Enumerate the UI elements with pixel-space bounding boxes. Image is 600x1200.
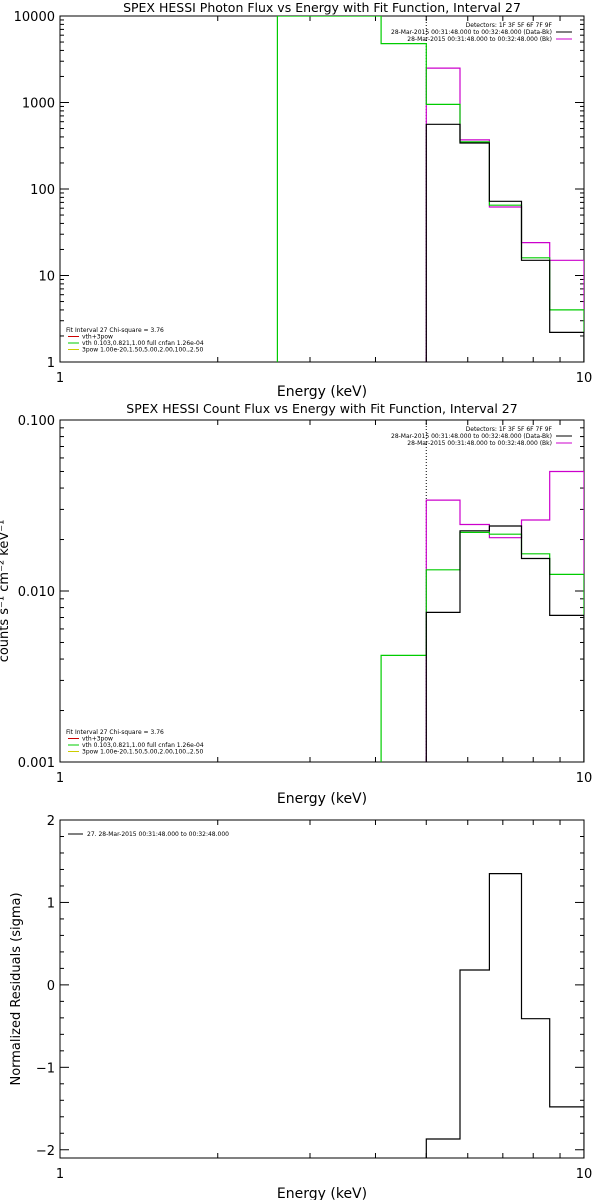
legend-entry: 3pow 1.00e-20,1.50,5.00,2.00,100.,2.50 bbox=[82, 347, 203, 354]
legend-entry: vth+3pow bbox=[82, 736, 113, 743]
x-tick-label: 10 bbox=[576, 1167, 593, 1182]
y-tick-label: 0.100 bbox=[18, 414, 55, 429]
header-line: Detectors: 1F 3F 5F 6F 7F 9F bbox=[466, 22, 553, 29]
x-axis-label: Energy (keV) bbox=[277, 1186, 367, 1200]
header-line: 28-Mar-2015 00:31:48.000 to 00:32:48.000… bbox=[407, 440, 552, 447]
legend-entry: vth 0.103,0.821,1.00 full cnfan 1.26e-04 bbox=[82, 742, 204, 749]
legend-title: Fit Interval 27 Chi-square = 3.76 bbox=[66, 327, 164, 334]
x-tick-label: 10 bbox=[576, 771, 593, 786]
legend-entry: 27. 28-Mar-2015 00:31:48.000 to 00:32:48… bbox=[87, 831, 229, 838]
y-tick-label: 1 bbox=[47, 896, 55, 911]
data-series-group bbox=[276, 16, 584, 362]
x-axis-label: Energy (keV) bbox=[277, 384, 367, 400]
y-tick-label: 10000 bbox=[14, 10, 55, 25]
chart-title: SPEX HESSI Count Flux vs Energy with Fit… bbox=[126, 401, 517, 416]
x-tick-label: 1 bbox=[56, 1167, 64, 1182]
x-tick-label: 10 bbox=[576, 371, 593, 386]
data-series-group bbox=[380, 420, 584, 762]
header-line: 28-Mar-2015 00:31:48.000 to 00:32:48.000… bbox=[391, 433, 552, 440]
series-line-3 bbox=[425, 123, 584, 362]
legend-entry: vth+3pow bbox=[82, 334, 113, 341]
legend-title: Fit Interval 27 Chi-square = 3.76 bbox=[66, 729, 164, 736]
x-tick-label: 1 bbox=[56, 771, 64, 786]
y-tick-label: −1 bbox=[36, 1061, 55, 1076]
x-tick-label: 1 bbox=[56, 371, 64, 386]
axis-frame bbox=[59, 819, 585, 1159]
y-tick-label: 1000 bbox=[22, 97, 55, 112]
y-tick-label: 100 bbox=[30, 183, 55, 198]
y-axis-label: counts s⁻¹ cm⁻² keV⁻¹ bbox=[0, 520, 12, 663]
series-line-1 bbox=[425, 470, 584, 762]
y-tick-label: 2 bbox=[47, 814, 55, 829]
y-tick-label: 0 bbox=[47, 979, 55, 994]
header-line: Detectors: 1F 3F 5F 6F 7F 9F bbox=[466, 426, 553, 433]
y-tick-label: 10 bbox=[38, 270, 55, 285]
plot-panel-1: SPEX HESSI Photon Flux vs Energy with Fi… bbox=[14, 0, 593, 400]
header-line: 28-Mar-2015 00:31:48.000 to 00:32:48.000… bbox=[391, 29, 552, 36]
axis-frame bbox=[59, 15, 585, 363]
series-line-2 bbox=[380, 531, 584, 762]
plot-panel-2: SPEX HESSI Count Flux vs Energy with Fit… bbox=[0, 401, 592, 807]
legend-entry: 3pow 1.00e-20,1.50,5.00,2.00,100.,2.50 bbox=[82, 749, 203, 756]
axis-frame bbox=[59, 419, 585, 763]
legend-entry: vth 0.103,0.821,1.00 full cnfan 1.26e-04 bbox=[82, 340, 204, 347]
y-tick-label: 0.010 bbox=[18, 585, 55, 600]
plot-panel-3: 1 10 −2 −1 0 1 2 Energy (keV) Normalized Residua… bbox=[9, 814, 592, 1200]
series-line-3 bbox=[425, 525, 584, 762]
chart-title: SPEX HESSI Photon Flux vs Energy with Fi… bbox=[123, 0, 521, 15]
y-tick-label: −2 bbox=[36, 1144, 55, 1159]
y-tick-label: 1 bbox=[47, 356, 55, 371]
y-axis-label: Normalized Residuals (sigma) bbox=[9, 892, 24, 1085]
y-tick-label: 0.001 bbox=[18, 756, 55, 771]
x-axis-label: Energy (keV) bbox=[277, 791, 367, 807]
series-line-1 bbox=[425, 67, 584, 362]
header-line: 28-Mar-2015 00:31:48.000 to 00:32:48.000… bbox=[407, 36, 552, 43]
series-line-1 bbox=[425, 873, 584, 1158]
data-series-group bbox=[425, 873, 584, 1158]
